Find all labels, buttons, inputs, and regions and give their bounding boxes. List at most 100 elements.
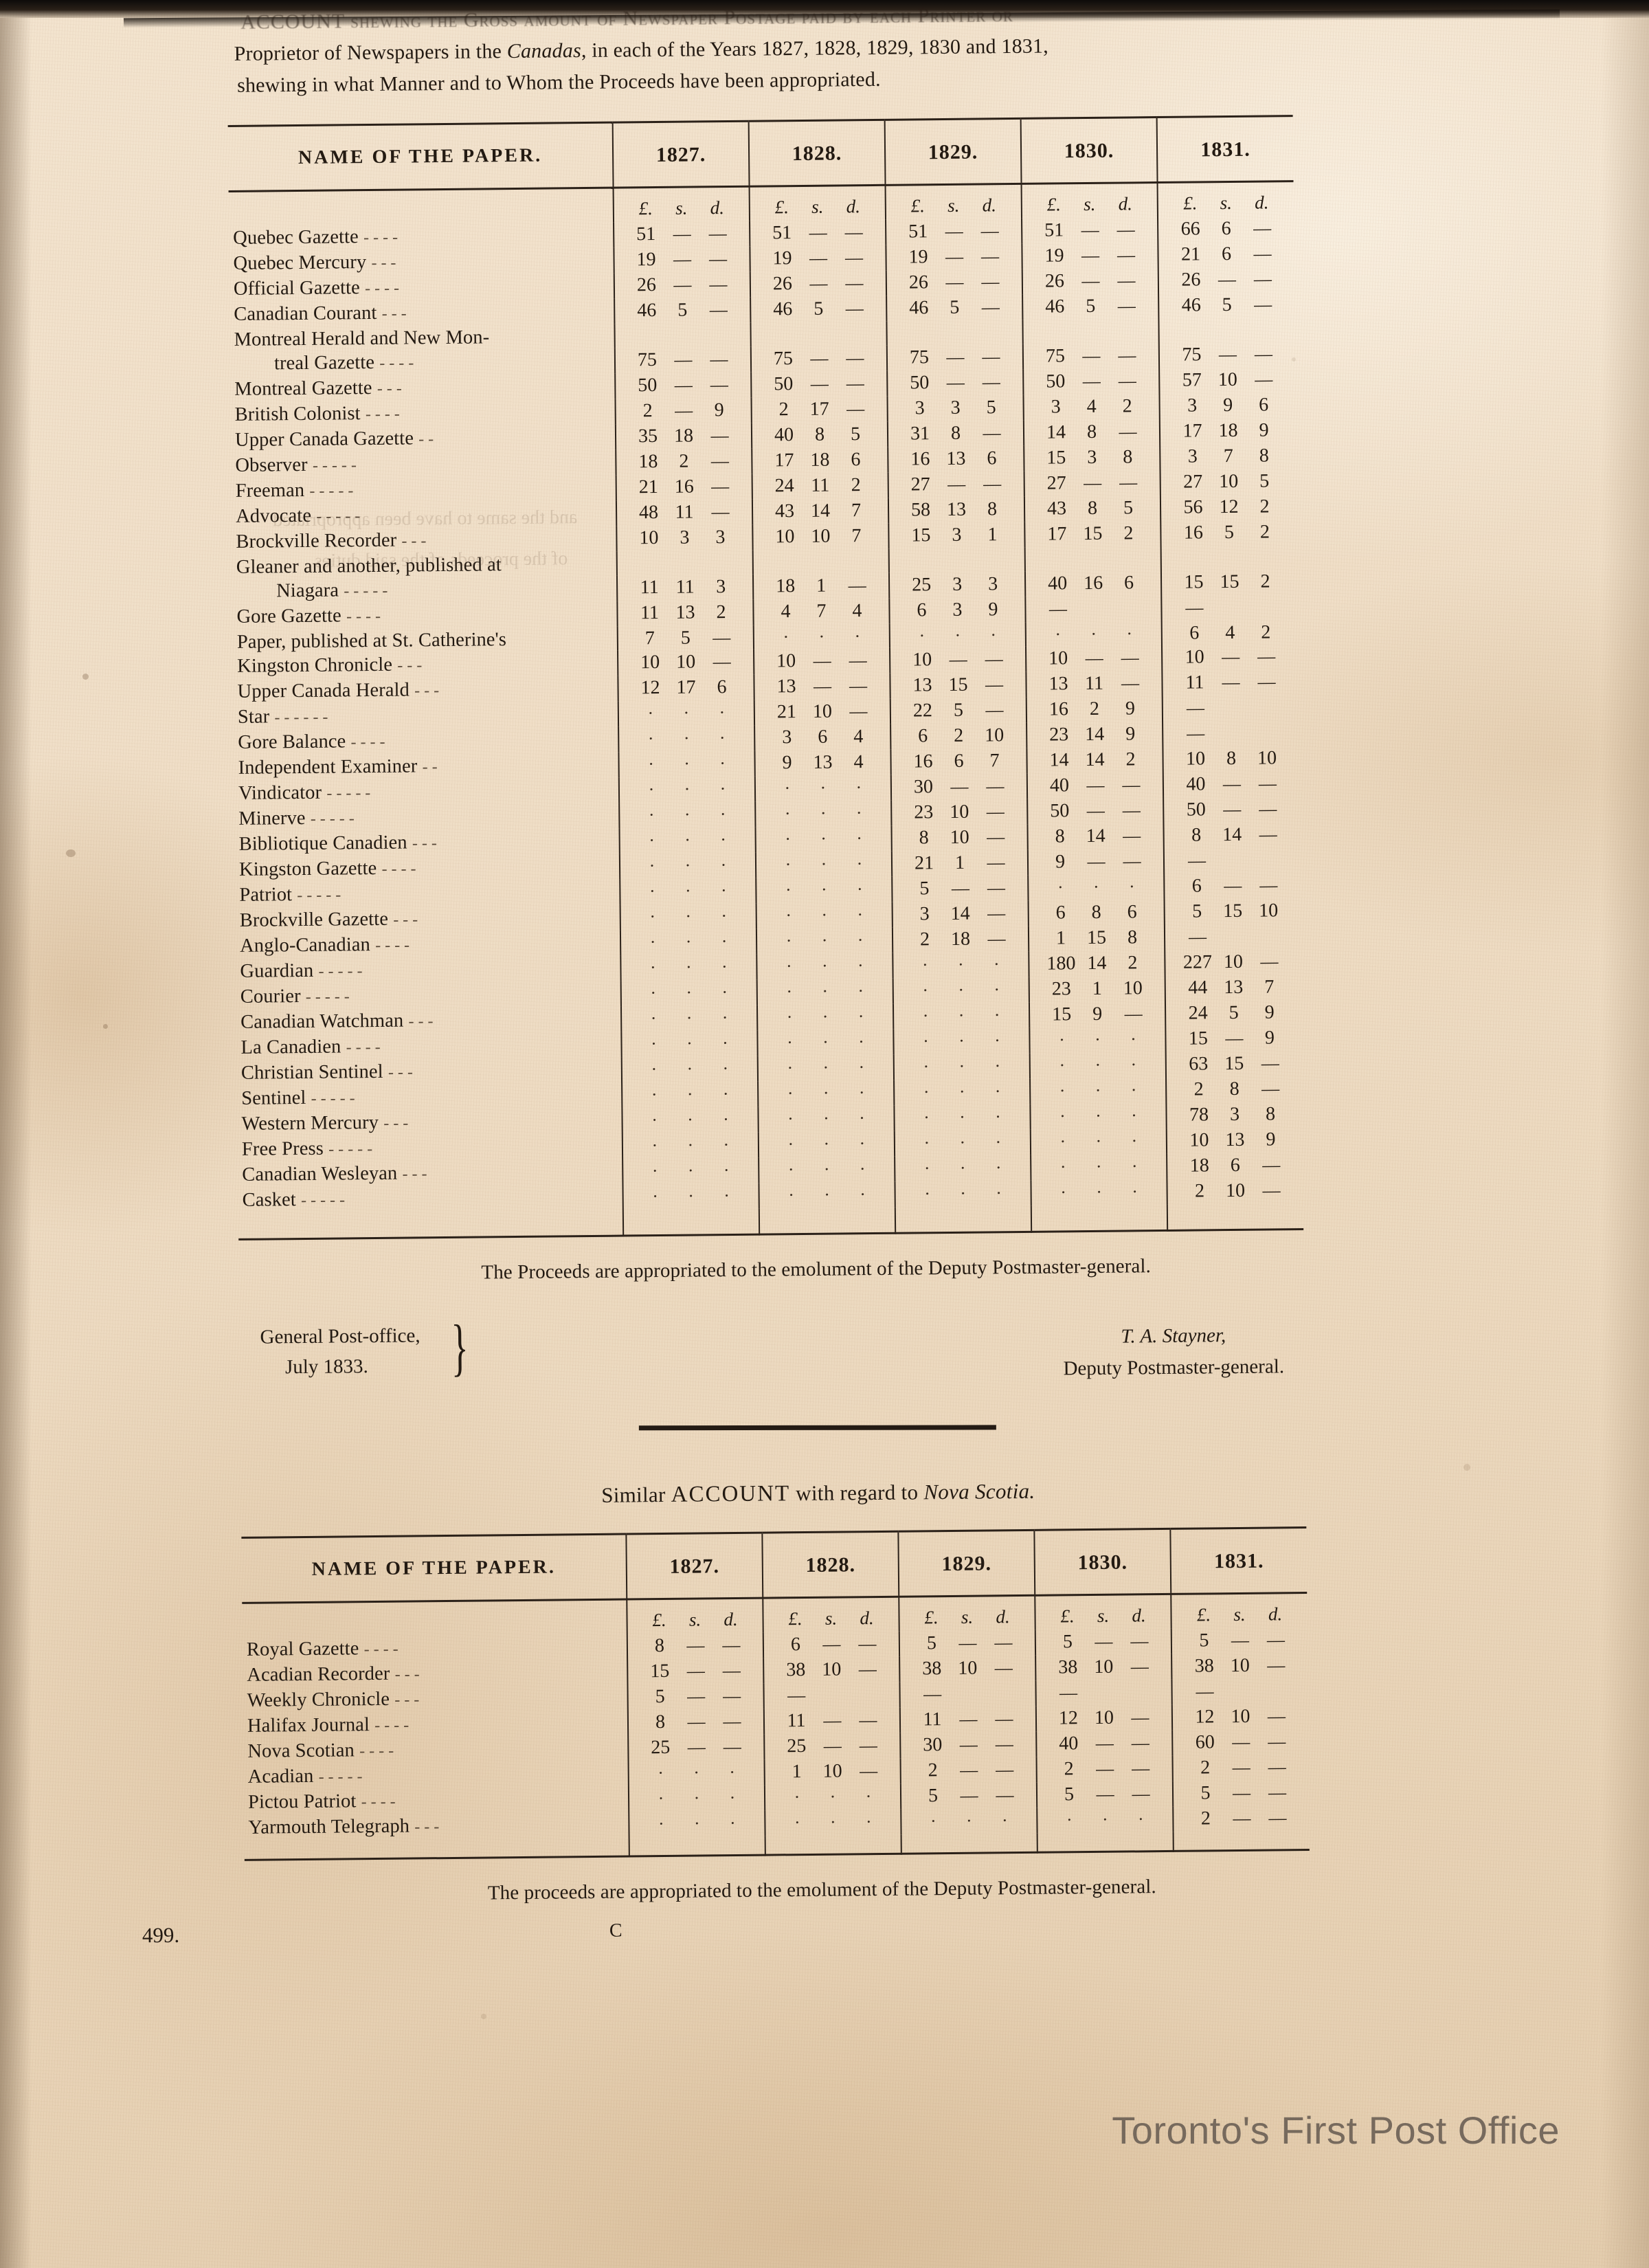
amount-cell: · [857, 1006, 864, 1027]
amount-cell: — [1117, 270, 1135, 291]
amount-cell: · [651, 1161, 658, 1181]
amount-group-1829: · · · [901, 1808, 1037, 1835]
paper-name-label: Quebec Gazette [233, 226, 359, 249]
amount-cell: 27 [1046, 472, 1066, 494]
amount-cell: — [1254, 294, 1272, 315]
amount-cell: · [723, 1135, 730, 1155]
amount-cell: · [658, 1814, 664, 1834]
amount-group-1828: · · · [759, 1181, 895, 1209]
leader-dots: - - - - - [318, 1768, 363, 1786]
signature-title: Deputy Postmaster-general. [1063, 1355, 1285, 1380]
amount-cell: · [651, 1085, 658, 1105]
unit-symbol: d. [996, 1606, 1010, 1627]
amount-cell: · [721, 1008, 728, 1028]
amount-group-1828: 18 1 — [752, 572, 890, 600]
amount-group-1831: 10 13 9 [1166, 1127, 1303, 1154]
amount-group-1828: 75 — — [750, 345, 888, 373]
amount-group-1828: 13 — — [754, 673, 890, 700]
amount-cell: 2 [851, 474, 861, 496]
amount-cell: — [1119, 421, 1136, 442]
amount-cell: — [1081, 270, 1099, 291]
amount-cell: — [1267, 1655, 1285, 1676]
amount-cell: · [829, 1812, 836, 1832]
amount-cell: — [1122, 825, 1141, 846]
page-number: 499. [142, 1922, 180, 1948]
amount-cell: 4 [853, 726, 864, 748]
amount-cell: — [1048, 599, 1067, 619]
amount-cell: 8 [950, 422, 961, 444]
paper-name-cell: La Canadien - - - - [236, 1032, 621, 1061]
paper-name-cell: Acadian - - - - - [244, 1761, 629, 1790]
amount-group-1827: · · · [628, 1785, 765, 1812]
page-left-shadow [0, 18, 32, 2268]
paper-name-label: Yarmouth Telegraph [248, 1815, 410, 1838]
amount-cell: · [855, 803, 862, 823]
amount-group-1827: 51 — — [614, 221, 750, 248]
paper-name-cell: Minerve - - - - - [234, 803, 619, 832]
amount-cell: — [849, 650, 866, 671]
amount-group-1827: 26 — — [614, 271, 751, 299]
amount-group-1827: 15 — — [627, 1658, 764, 1685]
amount-group-1827: · · · [628, 1759, 765, 1787]
amount-cell: · [721, 931, 728, 952]
amount-cell: 10 [1219, 470, 1239, 493]
amount-cell: — [849, 701, 867, 722]
amount-group-1829: 6 2 10 [890, 722, 1027, 750]
unit-symbol: £. [788, 1608, 803, 1630]
amount-cell: 9 [714, 399, 724, 421]
table2-tail-1827 [629, 1836, 765, 1857]
paper-name-label: Quebec Mercury [233, 252, 367, 274]
amount-cell: 26 [772, 273, 793, 295]
amount-cell: — [1232, 1757, 1250, 1778]
amount-cell: 2 [1122, 395, 1132, 417]
amount-cell: — [787, 1685, 805, 1706]
amount-cell: 18 [1218, 419, 1238, 442]
amount-group-1828: · · · [758, 1131, 895, 1158]
amount-group-1830: 40 16 6 [1024, 570, 1162, 597]
amount-group-1830: — [1035, 1679, 1172, 1706]
amount-cell: 14 [1222, 823, 1242, 846]
amount-cell: · [649, 907, 656, 927]
paper-name-cell: Observer - - - - - [231, 450, 616, 479]
paper-name-cell: Anglo-Canadian - - - - [236, 931, 620, 959]
paper-name-cell: Niagara - - - - - [232, 576, 617, 605]
amount-cell: — [1218, 269, 1236, 290]
amount-cell: 3 [1187, 394, 1198, 416]
amount-cell: · [995, 1107, 1002, 1127]
amount-group-1830: 14 8 — [1023, 419, 1160, 446]
amount-cell: — [1122, 775, 1140, 795]
amount-cell: · [857, 955, 864, 976]
amount-cell: — [1224, 875, 1242, 896]
amount-cell: 27 [1183, 471, 1203, 493]
amount-cell: · [649, 856, 655, 876]
amount-group-1827: 19 — — [614, 246, 750, 274]
amount-cell: 2 [919, 929, 930, 950]
amount-group-1829 [886, 320, 1023, 346]
amount-cell: · [822, 1082, 829, 1103]
amount-group-1830: 3 4 2 [1023, 393, 1160, 421]
amount-cell: — [1268, 1808, 1286, 1828]
table2-tail-1829 [901, 1833, 1037, 1854]
amount-group-1831: 6 4 2 [1161, 620, 1298, 645]
leader-dots: - - - [393, 911, 418, 929]
leader-dots: - - - [394, 1665, 420, 1684]
table1-note: The Proceeds are appropriated to the emo… [481, 1255, 1152, 1284]
amount-cell: 6 [1189, 622, 1200, 644]
unit-symbol: s. [1220, 192, 1233, 214]
paper-name-label: Canadian Courant [234, 302, 377, 325]
amount-group-1831: 8 14 — [1163, 822, 1300, 849]
amount-group-1827: 10 10 — [618, 649, 754, 676]
amount-group-1830: 26 — — [1022, 268, 1159, 295]
amount-cell: 7 [1264, 976, 1275, 998]
unit-symbol: s. [1084, 193, 1096, 215]
amount-cell: — [960, 1759, 978, 1780]
amount-cell: 6 [1221, 243, 1232, 265]
amount-group-1828: 3 6 4 [754, 724, 891, 751]
amount-cell: 3 [1187, 445, 1198, 467]
amount-cell: · [823, 1133, 830, 1154]
amount-cell: 2 [1194, 1180, 1205, 1202]
amount-cell: · [786, 981, 793, 1002]
amount-cell: — [846, 348, 864, 368]
amount-cell: — [1259, 799, 1277, 819]
table2-units-1827: £. s. d. [627, 1599, 763, 1634]
